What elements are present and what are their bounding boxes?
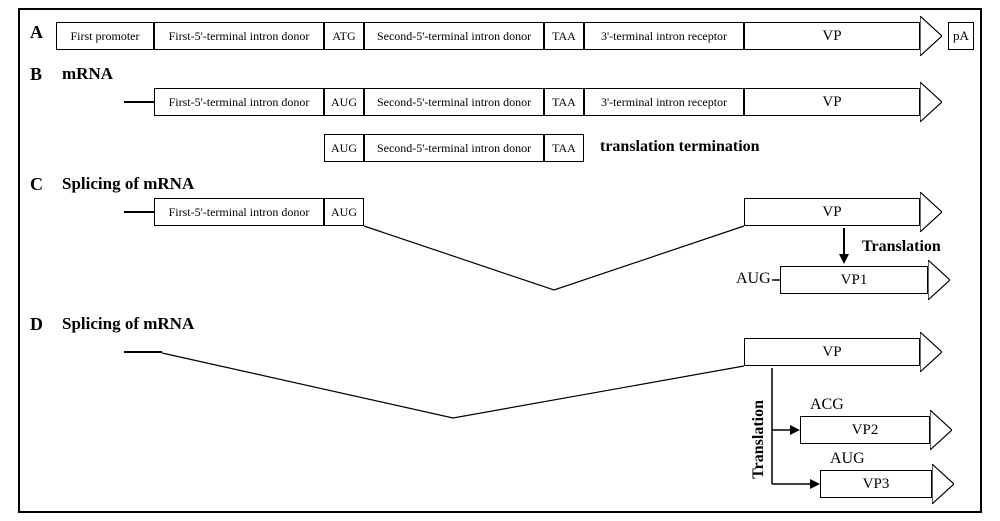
seg-taa: TAA xyxy=(544,22,584,50)
arrowhead-icon xyxy=(928,266,950,294)
seg-first-donor-c: First-5'-terminal intron donor xyxy=(154,198,324,226)
seg-aug-c: AUG xyxy=(324,198,364,226)
seg-first-donor: First-5'-terminal intron donor xyxy=(154,22,324,50)
label-aug-c: AUG xyxy=(736,270,771,288)
panel-title-d: Splicing of mRNA xyxy=(62,314,194,334)
panel-letter-d: D xyxy=(30,314,43,335)
seg-second-donor: Second-5'-terminal intron donor xyxy=(364,22,544,50)
seg-vp-d: VP xyxy=(744,338,920,366)
arrowhead-icon xyxy=(920,338,942,366)
seg-vp1: VP1 xyxy=(780,266,928,294)
arrowhead-icon xyxy=(920,198,942,226)
panel-letter-c: C xyxy=(30,174,43,195)
seg-vp2: VP2 xyxy=(800,416,930,444)
panel-title-b: mRNA xyxy=(62,64,113,84)
seg-atg: ATG xyxy=(324,22,364,50)
seg-aug-b2: AUG xyxy=(324,134,364,162)
arrowhead-icon xyxy=(920,22,942,50)
row-c-vp1: VP1 xyxy=(780,266,950,294)
seg-first-promoter: First promoter xyxy=(56,22,154,50)
row-c-vp: VP xyxy=(744,198,942,226)
lead-line-b xyxy=(124,101,154,103)
lead-line-c xyxy=(124,211,154,213)
label-translation-vert: Translation xyxy=(750,400,768,479)
panel-letter-b: B xyxy=(30,64,42,85)
seg-second-donor-b2: Second-5'-terminal intron donor xyxy=(364,134,544,162)
row-d-vp3: VP3 xyxy=(820,470,954,498)
seg-second-donor-b: Second-5'-terminal intron donor xyxy=(364,88,544,116)
panel-letter-a: A xyxy=(30,22,43,43)
seg-taa-b: TAA xyxy=(544,88,584,116)
row-b2: AUG Second-5'-terminal intron donor TAA xyxy=(324,134,584,162)
label-aug-d: AUG xyxy=(830,450,865,468)
lead-line-d xyxy=(124,351,162,353)
pa-box: pA xyxy=(948,22,974,50)
label-translation-c: Translation xyxy=(862,238,941,256)
seg-vp-a: VP xyxy=(744,22,920,50)
row-c1: First-5'-terminal intron donor AUG xyxy=(154,198,364,226)
panel-title-c: Splicing of mRNA xyxy=(62,174,194,194)
label-translation-termination: translation termination xyxy=(600,138,760,156)
figure-root: A B mRNA C Splicing of mRNA D Splicing o… xyxy=(0,0,1000,521)
seg-vp3: VP3 xyxy=(820,470,932,498)
seg-first-donor-b: First-5'-terminal intron donor xyxy=(154,88,324,116)
seg-receptor: 3'-terminal intron receptor xyxy=(584,22,744,50)
seg-aug-b: AUG xyxy=(324,88,364,116)
arrowhead-icon xyxy=(930,416,952,444)
label-acg-d: ACG xyxy=(810,396,844,414)
row-a: First promoter First-5'-terminal intron … xyxy=(56,22,942,50)
seg-receptor-b: 3'-terminal intron receptor xyxy=(584,88,744,116)
row-d-vp: VP xyxy=(744,338,942,366)
seg-vp-b: VP xyxy=(744,88,920,116)
row-b1: First-5'-terminal intron donor AUG Secon… xyxy=(154,88,942,116)
seg-vp-c: VP xyxy=(744,198,920,226)
seg-taa-b2: TAA xyxy=(544,134,584,162)
arrowhead-icon xyxy=(920,88,942,116)
arrowhead-icon xyxy=(932,470,954,498)
row-d-vp2: VP2 xyxy=(800,416,952,444)
